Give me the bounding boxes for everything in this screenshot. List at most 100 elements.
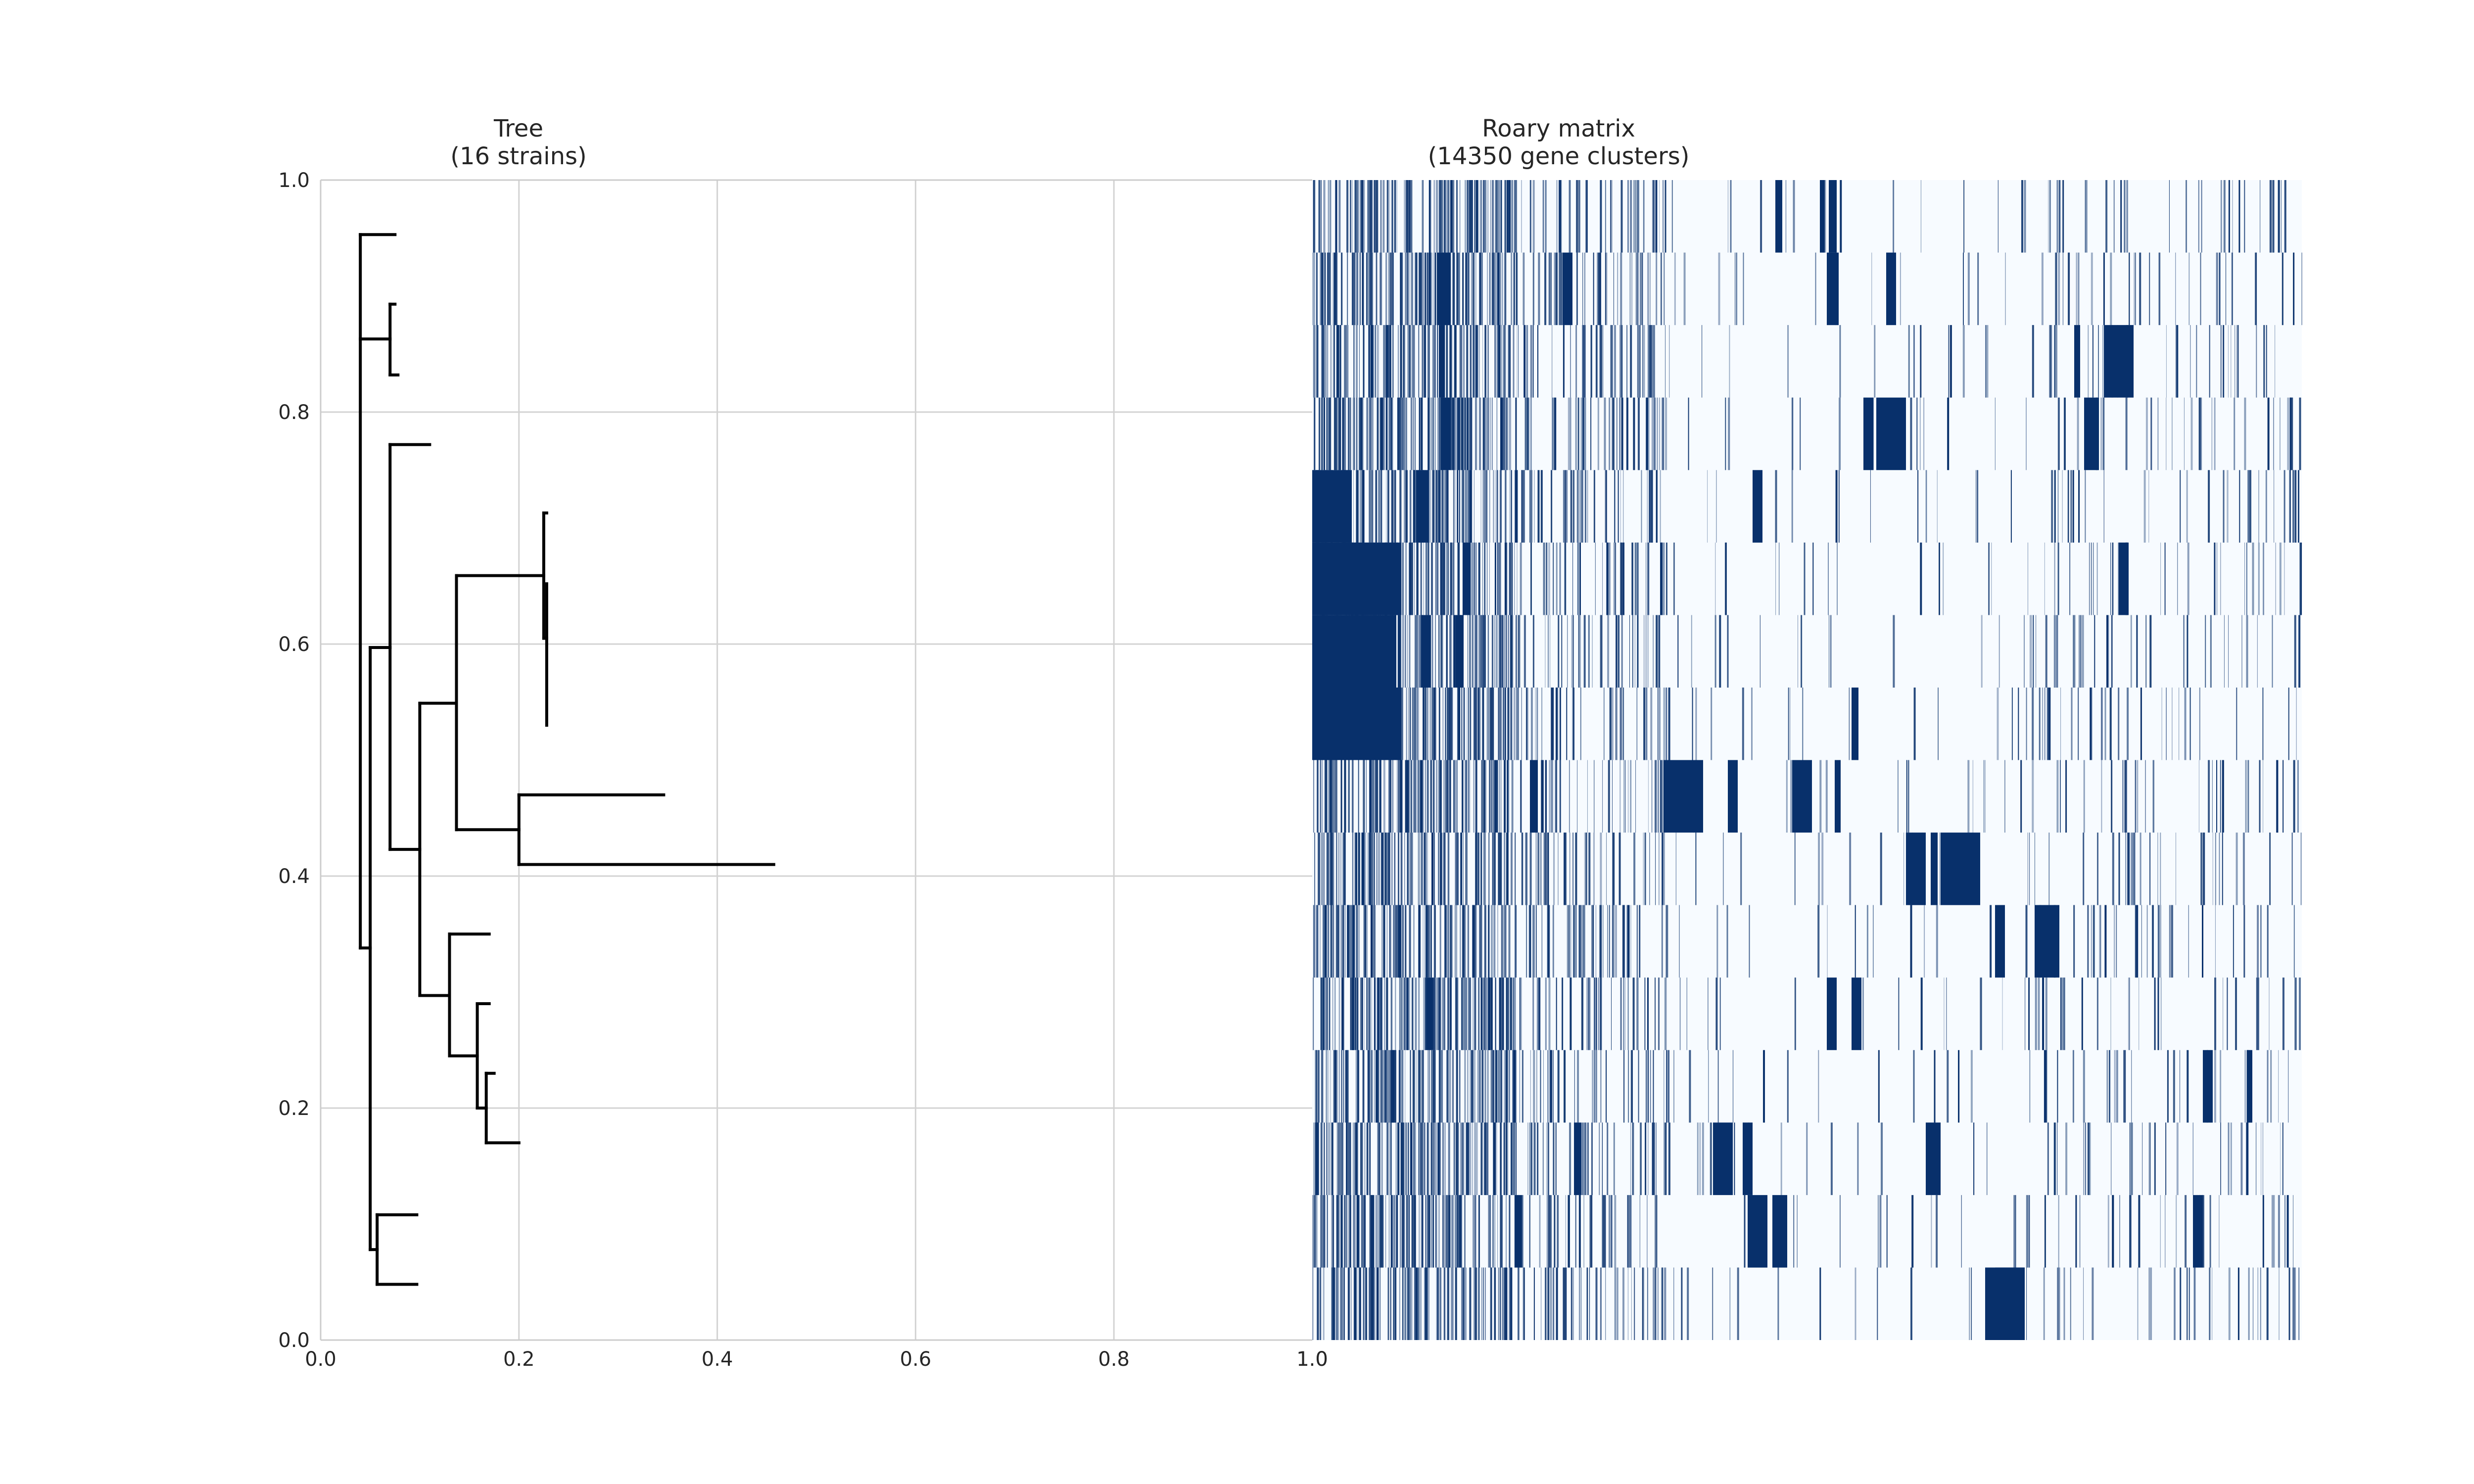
presence-line [1418, 977, 1420, 1050]
presence-line [1512, 542, 1513, 615]
presence-line [2105, 180, 2108, 253]
presence-line [1729, 325, 1730, 398]
presence-line [2127, 833, 2130, 905]
presence-line [1414, 1267, 1416, 1340]
presence-line [1410, 687, 1411, 760]
presence-line [1498, 687, 1499, 760]
presence-line [1421, 1122, 1424, 1195]
presence-line [2220, 542, 2221, 615]
presence-line [1479, 397, 1481, 470]
presence-line [2278, 180, 2280, 253]
presence-line [1358, 833, 1359, 905]
presence-line [1418, 1050, 1420, 1123]
presence-line [2111, 760, 2113, 833]
presence-line [1618, 470, 1619, 543]
presence-line [2129, 1195, 2132, 1268]
presence-line [1559, 252, 1561, 325]
presence-line [1402, 615, 1404, 688]
presence-line [1548, 542, 1549, 615]
presence-line [1423, 687, 1424, 760]
presence-line [1637, 252, 1639, 325]
presence-line [1582, 252, 1583, 325]
presence-line [1404, 1267, 1406, 1340]
presence-line [1651, 325, 1654, 398]
presence-line [1582, 397, 1584, 470]
presence-line [2160, 833, 2161, 905]
matrix-row [1314, 833, 2302, 905]
presence-line [1380, 977, 1381, 1050]
presence-line [1565, 1267, 1567, 1340]
presence-line [1815, 252, 1816, 325]
presence-line [2284, 1195, 2285, 1268]
presence-line [2048, 833, 2050, 905]
presence-block [1728, 760, 1738, 833]
presence-line [2235, 977, 2237, 1050]
presence-line [1427, 760, 1428, 833]
presence-line [1504, 687, 1506, 760]
presence-line [1570, 905, 1571, 978]
presence-line [1947, 397, 1950, 470]
presence-line [1521, 977, 1522, 1050]
presence-line [1435, 615, 1436, 688]
presence-line [1931, 1195, 1932, 1268]
presence-line [1622, 1267, 1624, 1340]
x-tick-label: 1.0 [1296, 1348, 1328, 1371]
presence-line [1359, 397, 1361, 470]
presence-line [1465, 760, 1467, 833]
presence-line [2133, 833, 2134, 905]
presence-line [1550, 252, 1552, 325]
presence-line [1485, 1122, 1487, 1195]
presence-line [1460, 1122, 1461, 1195]
presence-line [2026, 1195, 2028, 1268]
presence-line [2038, 977, 2040, 1050]
presence-line [1389, 833, 1390, 905]
presence-line [1335, 1267, 1337, 1340]
presence-line [1400, 833, 1402, 905]
presence-line [1377, 252, 1378, 325]
presence-line [1450, 905, 1453, 978]
presence-line [1586, 180, 1588, 253]
presence-line [1584, 470, 1586, 543]
presence-line [1411, 542, 1412, 615]
presence-line [2245, 760, 2247, 833]
presence-line [1516, 470, 1518, 543]
presence-line [1418, 905, 1421, 978]
presence-line [1364, 1195, 1366, 1268]
presence-line [1334, 977, 1336, 1050]
presence-line [1395, 905, 1397, 978]
presence-line [1399, 1267, 1400, 1340]
presence-line [1509, 542, 1511, 615]
presence-line [1387, 180, 1388, 253]
presence-line [1794, 833, 1796, 905]
presence-line [1315, 1195, 1318, 1268]
presence-line [2289, 397, 2292, 470]
presence-line [1461, 977, 1463, 1050]
axis-tick-labels: 0.0 0.2 0.4 0.6 0.8 1.00.00.20.40.60.81.01.0 [278, 169, 1328, 1371]
presence-line [1577, 1050, 1579, 1123]
presence-line [1346, 325, 1347, 398]
presence-line [2039, 687, 2041, 760]
presence-line [1620, 542, 1622, 615]
presence-line [1438, 1050, 1441, 1123]
presence-line [1468, 687, 1469, 760]
presence-line [1381, 905, 1382, 978]
presence-line [1500, 542, 1501, 615]
presence-line [1422, 1050, 1424, 1123]
presence-line [1383, 325, 1385, 398]
presence-block [1441, 397, 1451, 470]
presence-line [1485, 760, 1486, 833]
presence-line [1939, 542, 1940, 615]
presence-line [2072, 470, 2074, 543]
presence-line [1326, 1122, 1327, 1195]
presence-line [2026, 1195, 2028, 1268]
presence-line [2122, 760, 2124, 833]
presence-line [1352, 397, 1355, 470]
presence-line [1350, 1122, 1351, 1195]
presence-line [1877, 1195, 1879, 1268]
presence-line [1543, 833, 1545, 905]
presence-line [2033, 615, 2034, 688]
presence-line [1428, 325, 1430, 398]
presence-line [1433, 1195, 1434, 1268]
presence-line [1313, 760, 1314, 833]
presence-line [1422, 180, 1423, 253]
